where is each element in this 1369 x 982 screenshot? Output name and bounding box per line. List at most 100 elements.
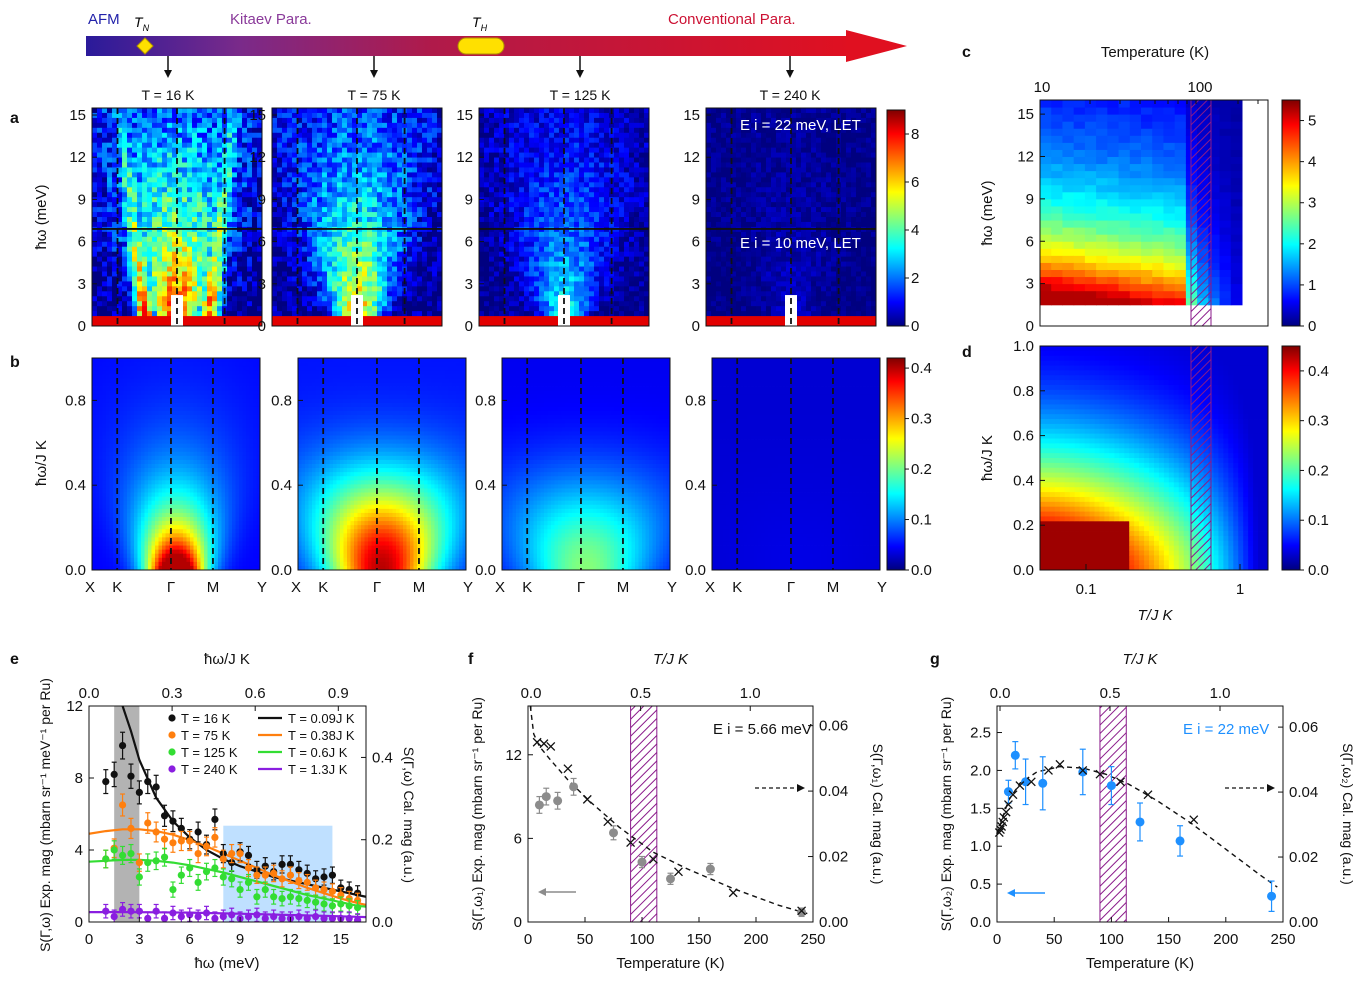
heatmap-cell (112, 167, 118, 173)
heatmap-cell (367, 132, 373, 139)
heatmap-cell (619, 221, 625, 228)
heatmap-cell (599, 147, 605, 153)
heatmap-cell (152, 122, 158, 129)
heatmap-cell (706, 182, 712, 188)
heatmap-cell (372, 241, 378, 248)
heatmap-cell (716, 197, 722, 203)
heatmap-cell (574, 316, 580, 322)
heatmap-cell (534, 182, 540, 188)
heatmap-cell (212, 246, 218, 253)
heatmap-cell (147, 117, 153, 124)
heatmap-cell (634, 221, 640, 228)
heatmap-cell (422, 187, 428, 193)
heatmap-cell (387, 271, 393, 277)
heatmap-cell (167, 261, 173, 267)
heatmap-cell (207, 157, 213, 163)
heatmap-cell (322, 271, 328, 277)
heatmap-cell (117, 266, 123, 272)
heatmap-cell (367, 147, 373, 153)
heatmap-cell (157, 261, 163, 267)
heatmap-cell (207, 296, 213, 302)
heatmap-cell (746, 251, 752, 258)
heatmap-cell (479, 177, 485, 183)
heatmap-cell (594, 271, 600, 277)
heatmap-cell (307, 207, 313, 213)
heatmap-cell (117, 162, 123, 168)
heatmap-cell (706, 236, 712, 243)
heatmap-cell (132, 108, 138, 114)
heatmap-cell (634, 212, 640, 218)
heatmap-cell (172, 251, 178, 258)
heatmap-cell (514, 321, 520, 327)
heatmap-cell (387, 217, 393, 223)
heatmap-cell (232, 321, 238, 327)
heatmap-cell (604, 266, 610, 272)
heatmap-cell (232, 311, 238, 317)
heatmap-cell (167, 177, 173, 183)
heatmap-cell (619, 321, 625, 327)
heatmap-cell (182, 152, 188, 158)
heatmap-cell (272, 291, 278, 297)
heatmap-cell (539, 266, 545, 272)
heatmap-cell (172, 172, 178, 178)
heatmap-cell (312, 172, 318, 178)
heatmap-cell (372, 127, 378, 134)
heatmap-cell (332, 202, 338, 208)
heatmap-cell (257, 212, 263, 218)
ytick-label: 6 (465, 234, 473, 251)
heatmap-cell (427, 172, 433, 178)
heatmap-cell (282, 152, 288, 158)
heatmap-cell (711, 316, 717, 322)
heatmap-cell (107, 117, 113, 124)
heatmap-cell (716, 271, 722, 277)
heatmap-cell (554, 321, 560, 327)
heatmap-cell (152, 132, 158, 139)
heatmap-cell (519, 152, 525, 158)
heatmap-cell (624, 236, 630, 243)
heatmap-cell (272, 132, 278, 139)
heatmap-cell (237, 231, 243, 238)
heatmap-cell (212, 281, 218, 287)
heatmap-cell (594, 311, 600, 317)
heatmap-cell (589, 316, 595, 322)
heatmap-cell (342, 261, 348, 267)
heatmap-cell (619, 202, 625, 208)
heatmap-cell (539, 261, 545, 267)
heatmap-cell (377, 187, 383, 193)
heatmap-cell (337, 177, 343, 183)
heatmap-cell (539, 306, 545, 312)
heatmap-cell (604, 256, 610, 262)
heatmap-cell (479, 142, 485, 149)
heatmap-cell (177, 286, 183, 292)
heatmap-cell (387, 276, 393, 282)
heatmap-cell (177, 261, 183, 267)
heatmap-cell (132, 172, 138, 178)
heatmap-cell (407, 152, 413, 158)
heatmap-cell (751, 142, 757, 149)
heatmap-cell (706, 221, 712, 228)
heatmap-cell (147, 306, 153, 312)
heatmap-cell (92, 316, 98, 322)
heatmap-cell (197, 236, 203, 243)
heatmap-cell (162, 271, 168, 277)
heatmap-cell (524, 241, 530, 248)
heatmap-cell (539, 142, 545, 149)
heatmap-cell (252, 207, 258, 213)
heatmap-cell (132, 212, 138, 218)
heatmap-cell (711, 137, 717, 144)
heatmap-cell (312, 231, 318, 238)
heatmap-cell (202, 177, 208, 183)
heatmap-cell (312, 192, 318, 198)
heatmap-cell (292, 108, 298, 114)
heatmap-cell (529, 296, 535, 302)
heatmap-cell (167, 137, 173, 144)
heatmap-cell (499, 256, 505, 262)
heatmap-cell (212, 187, 218, 193)
heatmap-cell (207, 192, 213, 198)
heatmap-cell (412, 162, 418, 168)
heatmap-cell (751, 157, 757, 163)
heatmap-cell (397, 162, 403, 168)
heatmap-cell (332, 236, 338, 243)
heatmap-cell (217, 192, 223, 198)
heatmap-cell (534, 122, 540, 129)
